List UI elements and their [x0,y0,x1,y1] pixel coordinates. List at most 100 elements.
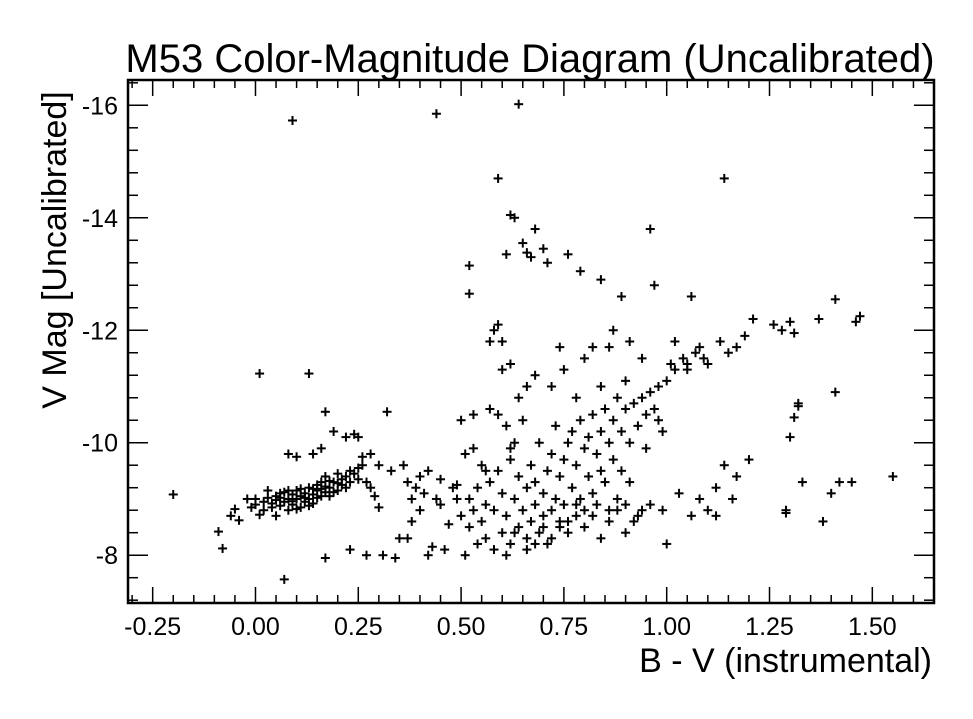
data-point [316,443,326,453]
data-point [625,337,635,346]
x-tick-label: 0.00 [231,613,280,641]
data-point [637,353,647,363]
data-point [547,505,557,515]
data-point [592,449,602,459]
data-point [530,539,540,549]
data-point [489,545,499,555]
data-point [616,426,626,436]
data-point [452,494,462,504]
data-point [596,381,606,391]
data-point [818,516,828,526]
data-point [608,415,618,425]
data-point [485,477,495,487]
data-point [505,359,515,369]
data-point [464,522,474,532]
data-point [608,325,618,335]
y-tick-label: -12 [82,317,118,345]
x-tick-label: -0.25 [124,613,181,641]
data-point [769,320,779,330]
data-point [740,331,750,341]
data-point [497,488,507,498]
data-point [423,466,433,476]
data-point [287,115,297,125]
data-point [259,505,269,515]
data-point [440,545,450,555]
data-point [579,353,589,363]
data-point [518,238,528,248]
data-point [653,415,663,425]
data-point [493,466,503,476]
data-point [218,543,228,553]
data-point [292,486,302,496]
data-point [279,574,289,584]
data-point [296,484,306,494]
data-point [559,455,569,465]
y-tick-label: -8 [96,542,118,570]
data-point [415,471,425,481]
data-point [283,486,293,496]
data-point [645,387,655,397]
data-point [719,173,729,183]
data-point [267,502,277,512]
data-point [407,516,417,526]
data-point [658,426,668,436]
data-point [649,280,659,290]
data-point [571,500,581,510]
data-point [255,510,265,520]
data-point [325,476,334,486]
data-point [526,252,536,262]
data-point [300,493,310,503]
data-point [653,381,663,391]
data-point [505,455,515,465]
data-point [530,224,540,234]
data-point [497,337,507,346]
data-point [785,317,795,327]
data-point [530,477,540,487]
data-point [641,410,651,420]
data-point [575,494,585,504]
data-point [213,527,223,537]
data-point [633,421,643,431]
data-point [312,493,322,503]
data-point [695,342,705,352]
data-point [510,213,520,223]
data-point [320,553,330,563]
data-point [250,494,260,504]
data-point [255,369,265,379]
x-axis-label: B - V (instrumental) [639,642,932,680]
data-point [567,483,577,493]
data-point [390,553,400,563]
data-point [547,533,557,543]
x-tick-label: 1.00 [642,613,691,641]
data-point [510,494,520,504]
data-point [686,292,696,302]
data-point [559,365,569,375]
data-point [604,516,614,526]
data-point [855,311,865,321]
data-point [168,489,178,499]
data-point [555,342,565,352]
data-point [468,410,478,420]
data-point [814,314,824,324]
y-tick-label: -10 [82,430,118,458]
data-point [292,452,302,462]
data-point [468,505,478,515]
data-point [271,511,281,521]
data-point [514,471,524,481]
data-point [275,493,285,503]
data-point [497,365,507,375]
y-axis-label: V Mag [Uncalibrated] [36,91,74,409]
data-point [526,516,536,526]
data-point [588,410,598,420]
data-point [629,516,639,526]
data-point [477,460,487,470]
data-point [575,415,585,425]
data-point [719,460,729,470]
data-point [501,421,511,431]
x-tick-label: 1.25 [745,613,794,641]
data-point [621,500,631,510]
data-point [357,460,367,470]
data-point [287,496,297,506]
data-point [596,533,606,543]
